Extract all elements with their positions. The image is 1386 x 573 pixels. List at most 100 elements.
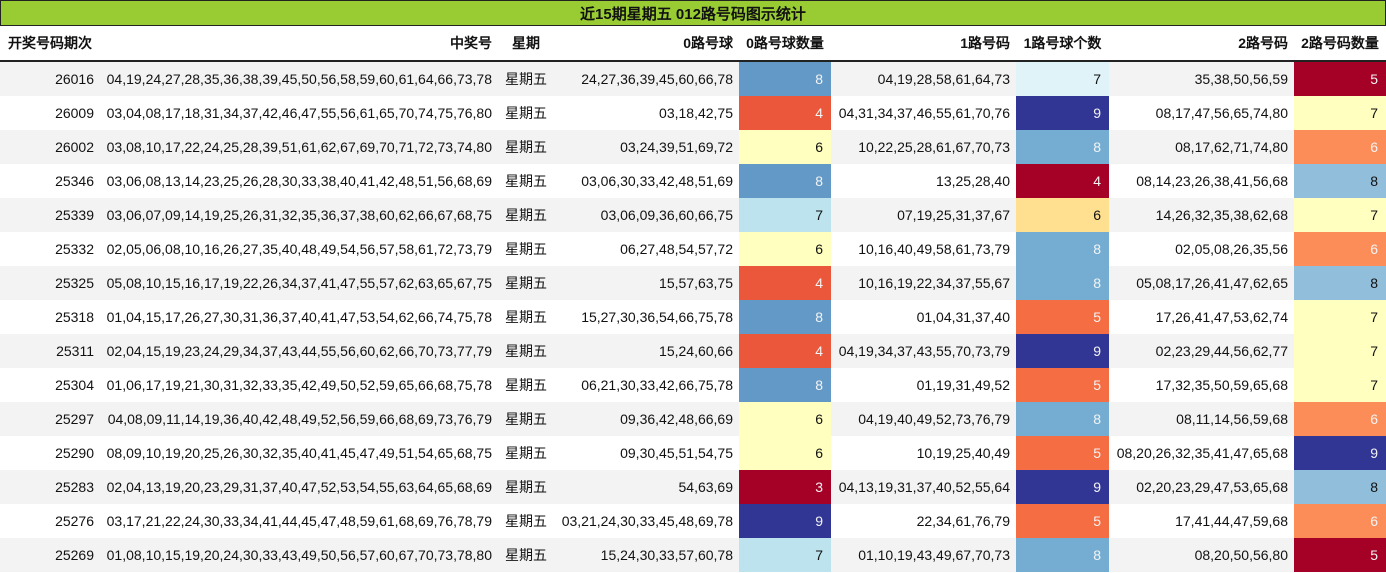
table-row[interactable]: 26016 04,19,24,27,28,35,36,38,39,45,50,56… bbox=[0, 61, 1386, 96]
winning-numbers-cell: 03,08,10,17,22,24,25,28,39,51,61,62,67,6… bbox=[100, 130, 498, 164]
issue-cell: 25283 bbox=[0, 470, 100, 504]
route2-numbers-cell: 08,11,14,56,59,68 bbox=[1109, 402, 1294, 436]
header-route2-count[interactable]: 2路号码数量 bbox=[1294, 26, 1386, 62]
route2-numbers-cell: 35,38,50,56,59 bbox=[1109, 61, 1294, 96]
header-route1-numbers[interactable]: 1路号码 bbox=[831, 26, 1016, 62]
weekday-cell: 星期五 bbox=[498, 300, 554, 334]
route2-numbers-cell: 08,14,23,26,38,41,56,68 bbox=[1109, 164, 1294, 198]
route0-numbers-cell: 15,57,63,75 bbox=[554, 266, 739, 300]
route2-numbers-cell: 08,20,26,32,35,41,47,65,68 bbox=[1109, 436, 1294, 470]
route1-count-cell: 6 bbox=[1016, 198, 1109, 232]
route2-count-cell: 8 bbox=[1294, 164, 1386, 198]
route0-numbers-cell: 06,27,48,54,57,72 bbox=[554, 232, 739, 266]
route1-numbers-cell: 04,31,34,37,46,55,61,70,76 bbox=[831, 96, 1016, 130]
table-row[interactable]: 25269 01,08,10,15,19,20,24,30,33,43,49,50… bbox=[0, 538, 1386, 572]
route1-numbers-cell: 01,10,19,43,49,67,70,73 bbox=[831, 538, 1016, 572]
weekday-cell: 星期五 bbox=[498, 164, 554, 198]
route2-numbers-cell: 02,20,23,29,47,53,65,68 bbox=[1109, 470, 1294, 504]
header-route1-count[interactable]: 1路号球个数 bbox=[1016, 26, 1109, 62]
route2-count-cell: 8 bbox=[1294, 266, 1386, 300]
table-row[interactable]: 25332 02,05,06,08,10,16,26,27,35,40,48,49… bbox=[0, 232, 1386, 266]
route2-numbers-cell: 17,26,41,47,53,62,74 bbox=[1109, 300, 1294, 334]
issue-cell: 25311 bbox=[0, 334, 100, 368]
table-row[interactable]: 26002 03,08,10,17,22,24,25,28,39,51,61,62… bbox=[0, 130, 1386, 164]
winning-numbers-cell: 03,17,21,22,24,30,33,34,41,44,45,47,48,5… bbox=[100, 504, 498, 538]
route0-count-cell: 6 bbox=[739, 130, 831, 164]
weekday-cell: 星期五 bbox=[498, 470, 554, 504]
header-route0-count[interactable]: 0路号球数量 bbox=[739, 26, 831, 62]
issue-cell: 26009 bbox=[0, 96, 100, 130]
route1-count-cell: 9 bbox=[1016, 334, 1109, 368]
route2-numbers-cell: 14,26,32,35,38,62,68 bbox=[1109, 198, 1294, 232]
route1-count-cell: 4 bbox=[1016, 164, 1109, 198]
route1-count-cell: 7 bbox=[1016, 61, 1109, 96]
route2-count-cell: 7 bbox=[1294, 300, 1386, 334]
route0-count-cell: 4 bbox=[739, 266, 831, 300]
weekday-cell: 星期五 bbox=[498, 96, 554, 130]
header-route0-numbers[interactable]: 0路号球 bbox=[554, 26, 739, 62]
table-row[interactable]: 25304 01,06,17,19,21,30,31,32,33,35,42,49… bbox=[0, 368, 1386, 402]
route1-numbers-cell: 04,13,19,31,37,40,52,55,64 bbox=[831, 470, 1016, 504]
table-row[interactable]: 25290 08,09,10,19,20,25,26,30,32,35,40,41… bbox=[0, 436, 1386, 470]
table-row[interactable]: 25339 03,06,07,09,14,19,25,26,31,32,35,36… bbox=[0, 198, 1386, 232]
route1-numbers-cell: 01,04,31,37,40 bbox=[831, 300, 1016, 334]
table-row[interactable]: 25283 02,04,13,19,20,23,29,31,37,40,47,52… bbox=[0, 470, 1386, 504]
stats-table: 开奖号码期次 中奖号 星期 0路号球 0路号球数量 1路号码 1路号球个数 2路… bbox=[0, 26, 1386, 572]
winning-numbers-cell: 03,06,07,09,14,19,25,26,31,32,35,36,37,3… bbox=[100, 198, 498, 232]
winning-numbers-cell: 04,08,09,11,14,19,36,40,42,48,49,52,56,5… bbox=[100, 402, 498, 436]
weekday-cell: 星期五 bbox=[498, 232, 554, 266]
route2-numbers-cell: 05,08,17,26,41,47,62,65 bbox=[1109, 266, 1294, 300]
header-numbers[interactable]: 中奖号 bbox=[100, 26, 498, 62]
route2-count-cell: 7 bbox=[1294, 368, 1386, 402]
route2-count-cell: 7 bbox=[1294, 96, 1386, 130]
header-issue[interactable]: 开奖号码期次 bbox=[0, 26, 100, 62]
issue-cell: 25332 bbox=[0, 232, 100, 266]
table-row[interactable]: 25297 04,08,09,11,14,19,36,40,42,48,49,52… bbox=[0, 402, 1386, 436]
route2-count-cell: 6 bbox=[1294, 504, 1386, 538]
route2-count-cell: 7 bbox=[1294, 334, 1386, 368]
header-row: 开奖号码期次 中奖号 星期 0路号球 0路号球数量 1路号码 1路号球个数 2路… bbox=[0, 26, 1386, 62]
winning-numbers-cell: 02,05,06,08,10,16,26,27,35,40,48,49,54,5… bbox=[100, 232, 498, 266]
weekday-cell: 星期五 bbox=[498, 334, 554, 368]
winning-numbers-cell: 02,04,13,19,20,23,29,31,37,40,47,52,53,5… bbox=[100, 470, 498, 504]
route2-count-cell: 9 bbox=[1294, 436, 1386, 470]
route2-numbers-cell: 08,17,47,56,65,74,80 bbox=[1109, 96, 1294, 130]
route1-count-cell: 5 bbox=[1016, 300, 1109, 334]
route1-count-cell: 8 bbox=[1016, 402, 1109, 436]
issue-cell: 25346 bbox=[0, 164, 100, 198]
issue-cell: 26016 bbox=[0, 61, 100, 96]
table-row[interactable]: 25346 03,06,08,13,14,23,25,26,28,30,33,38… bbox=[0, 164, 1386, 198]
winning-numbers-cell: 03,04,08,17,18,31,34,37,42,46,47,55,56,6… bbox=[100, 96, 498, 130]
route2-numbers-cell: 17,32,35,50,59,65,68 bbox=[1109, 368, 1294, 402]
route0-numbers-cell: 15,27,30,36,54,66,75,78 bbox=[554, 300, 739, 334]
weekday-cell: 星期五 bbox=[498, 504, 554, 538]
route0-count-cell: 7 bbox=[739, 198, 831, 232]
winning-numbers-cell: 01,04,15,17,26,27,30,31,36,37,40,41,47,5… bbox=[100, 300, 498, 334]
route1-numbers-cell: 10,22,25,28,61,67,70,73 bbox=[831, 130, 1016, 164]
table-row[interactable]: 25311 02,04,15,19,23,24,29,34,37,43,44,55… bbox=[0, 334, 1386, 368]
route2-count-cell: 7 bbox=[1294, 198, 1386, 232]
table-row[interactable]: 25318 01,04,15,17,26,27,30,31,36,37,40,41… bbox=[0, 300, 1386, 334]
issue-cell: 25276 bbox=[0, 504, 100, 538]
table-title-text: 近15期星期五 012路号码图示统计 bbox=[580, 5, 806, 23]
route0-count-cell: 6 bbox=[739, 232, 831, 266]
header-route2-numbers[interactable]: 2路号码 bbox=[1109, 26, 1294, 62]
route1-count-cell: 8 bbox=[1016, 130, 1109, 164]
issue-cell: 25290 bbox=[0, 436, 100, 470]
route0-count-cell: 3 bbox=[739, 470, 831, 504]
route2-numbers-cell: 02,05,08,26,35,56 bbox=[1109, 232, 1294, 266]
table-body: 26016 04,19,24,27,28,35,36,38,39,45,50,56… bbox=[0, 61, 1386, 572]
table-row[interactable]: 25325 05,08,10,15,16,17,19,22,26,34,37,41… bbox=[0, 266, 1386, 300]
route1-numbers-cell: 04,19,28,58,61,64,73 bbox=[831, 61, 1016, 96]
table-row[interactable]: 26009 03,04,08,17,18,31,34,37,42,46,47,55… bbox=[0, 96, 1386, 130]
winning-numbers-cell: 01,06,17,19,21,30,31,32,33,35,42,49,50,5… bbox=[100, 368, 498, 402]
winning-numbers-cell: 05,08,10,15,16,17,19,22,26,34,37,41,47,5… bbox=[100, 266, 498, 300]
winning-numbers-cell: 03,06,08,13,14,23,25,26,28,30,33,38,40,4… bbox=[100, 164, 498, 198]
route1-numbers-cell: 07,19,25,31,37,67 bbox=[831, 198, 1016, 232]
weekday-cell: 星期五 bbox=[498, 266, 554, 300]
route0-numbers-cell: 24,27,36,39,45,60,66,78 bbox=[554, 61, 739, 96]
route1-count-cell: 9 bbox=[1016, 96, 1109, 130]
header-weekday[interactable]: 星期 bbox=[498, 26, 554, 62]
table-row[interactable]: 25276 03,17,21,22,24,30,33,34,41,44,45,47… bbox=[0, 504, 1386, 538]
winning-numbers-cell: 04,19,24,27,28,35,36,38,39,45,50,56,58,5… bbox=[100, 61, 498, 96]
